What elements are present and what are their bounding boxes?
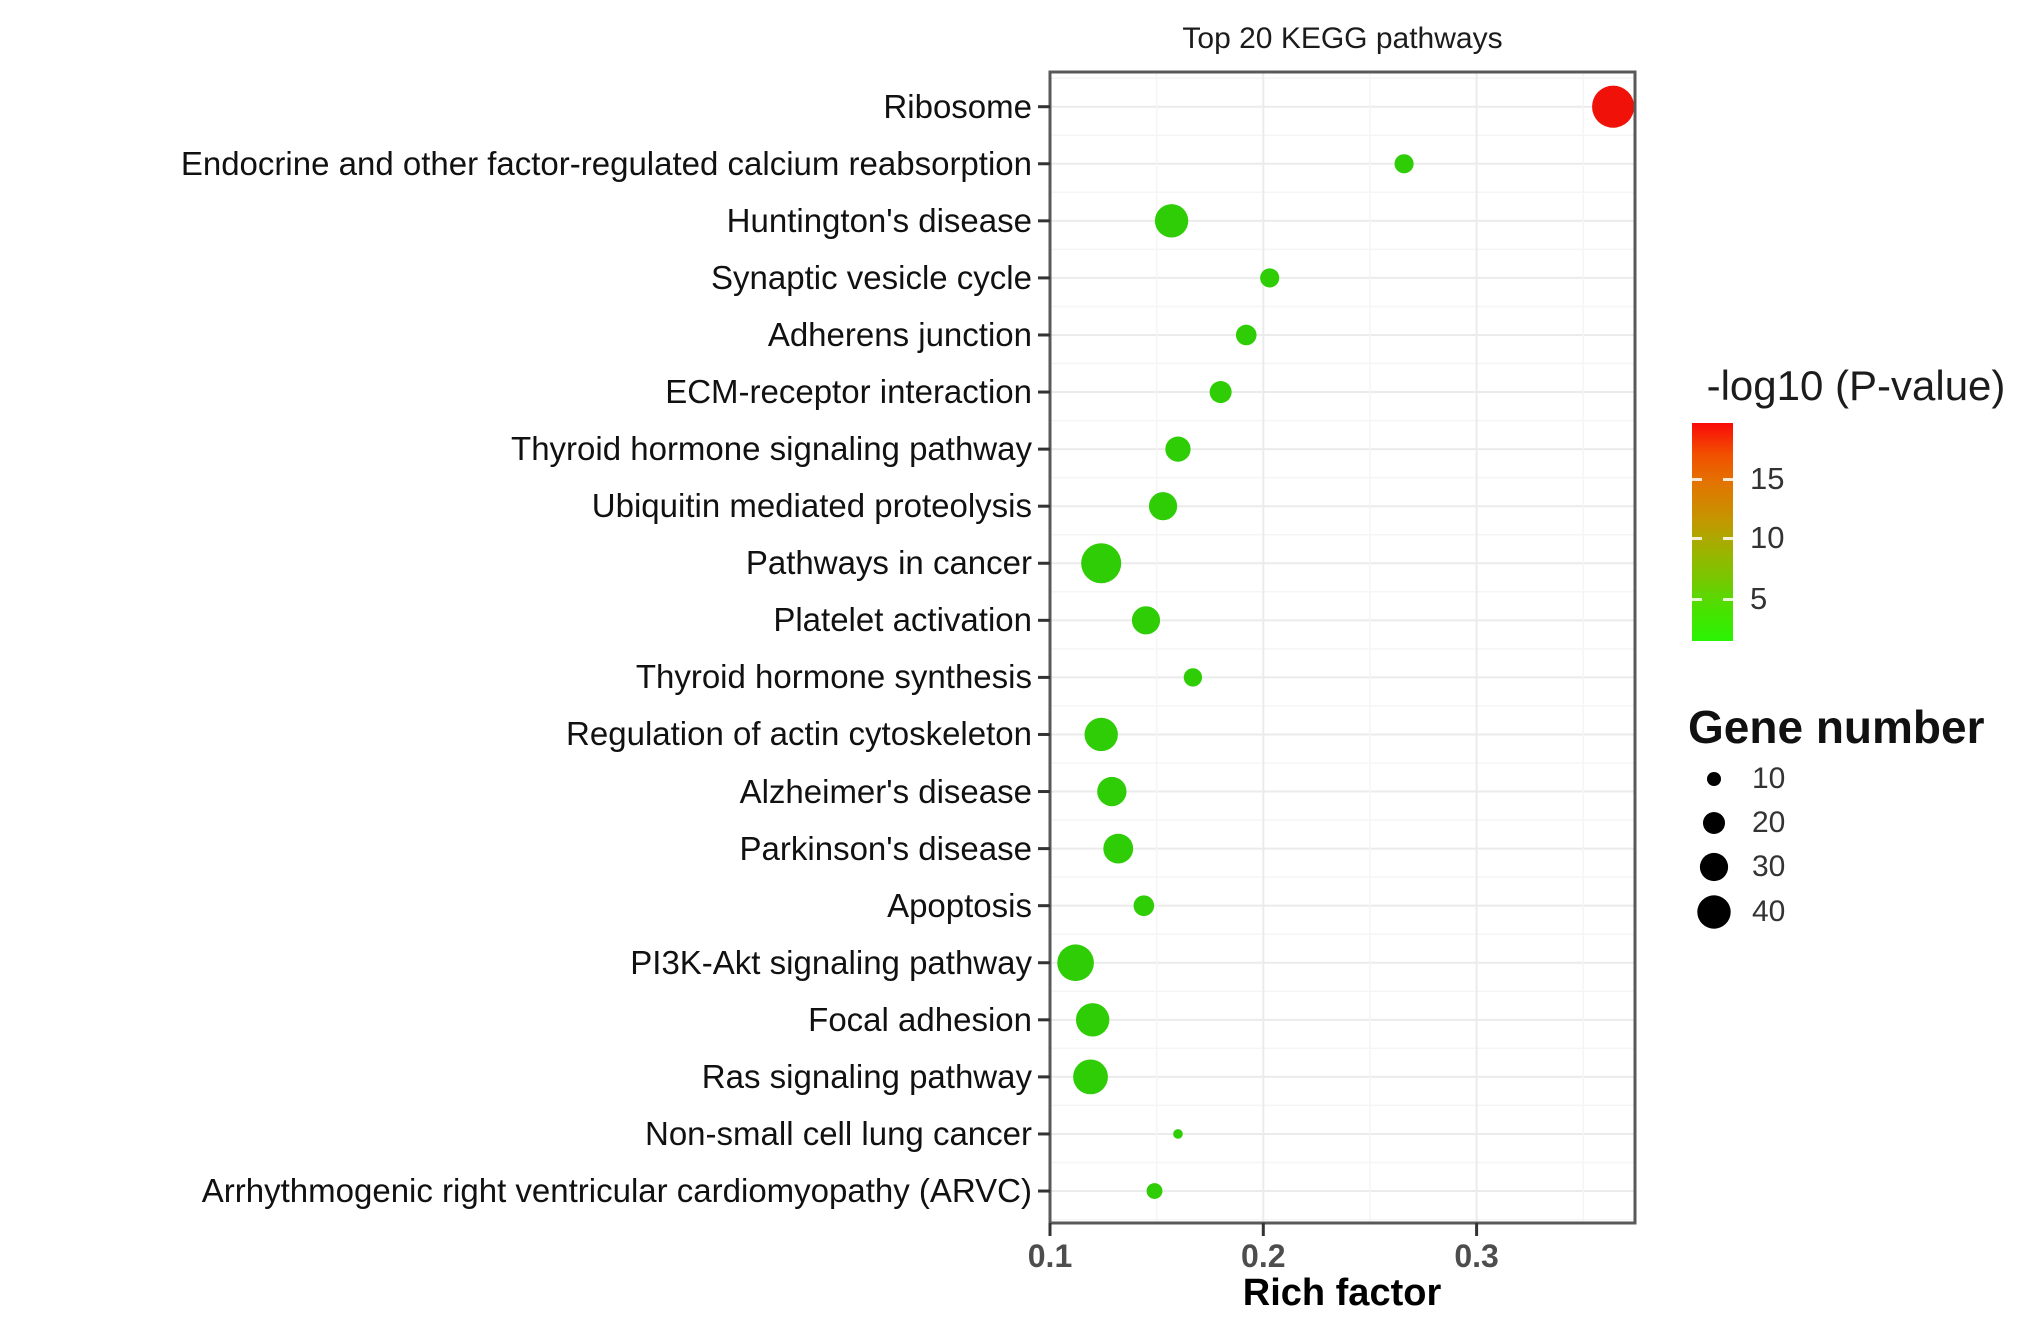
gene-legend-dot: [1699, 852, 1729, 882]
pathway-label: Platelet activation: [773, 601, 1032, 639]
pathway-label: Synaptic vesicle cycle: [711, 258, 1032, 296]
colorbar-tick-mark: [1723, 598, 1733, 601]
pathway-label: Apoptosis: [887, 886, 1032, 924]
data-point: [1235, 324, 1257, 346]
data-point: [1592, 85, 1635, 128]
pathway-label: Huntington's disease: [726, 201, 1032, 239]
pvalue-legend-title: -log10 (P-value): [1706, 362, 2006, 409]
data-point: [1131, 606, 1161, 635]
pathway-label: Regulation of actin cytoskeleton: [566, 715, 1032, 753]
data-point: [1173, 1129, 1183, 1139]
gene-legend-dot: [1707, 772, 1721, 786]
pathway-label: Parkinson's disease: [739, 829, 1032, 867]
pathway-label: Alzheimer's disease: [739, 772, 1032, 810]
data-point: [1084, 717, 1118, 752]
data-point: [1260, 268, 1280, 288]
pathway-label: Ubiquitin mediated proteolysis: [591, 487, 1032, 525]
colorbar-tick-label: 15: [1750, 461, 1785, 496]
colorbar-gradient: [1692, 423, 1733, 641]
gene-legend-label: 10: [1752, 762, 1786, 795]
data-point: [1148, 492, 1178, 521]
data-point: [1073, 1059, 1108, 1095]
pathway-label: Ribosome: [883, 87, 1032, 125]
data-point: [1146, 1183, 1163, 1199]
colorbar-tick-mark: [1723, 478, 1733, 481]
data-point: [1154, 204, 1189, 238]
data-point: [1103, 833, 1134, 864]
gene-legend-label: 40: [1752, 895, 1786, 928]
gene-legend-title: Gene number: [1688, 701, 1985, 753]
gene-legend-label: 20: [1752, 806, 1786, 839]
x-tick-label: 0.3: [1454, 1238, 1499, 1274]
x-tick-label: 0.1: [1027, 1238, 1073, 1274]
data-point: [1081, 543, 1122, 584]
x-tick-label: 0.2: [1241, 1238, 1286, 1274]
colorbar-tick-mark: [1692, 537, 1702, 540]
pathway-label: Arrhythmogenic right ventricular cardiom…: [201, 1172, 1032, 1210]
colorbar-tick-mark: [1723, 537, 1733, 540]
colorbar-tick-mark: [1692, 598, 1702, 601]
x-axis-label: Rich factor: [1242, 1272, 1442, 1314]
colorbar-tick-label: 5: [1750, 581, 1768, 616]
data-point: [1057, 944, 1094, 982]
data-point: [1394, 154, 1414, 174]
pathway-label: Non-small cell lung cancer: [645, 1114, 1032, 1152]
pathway-label: PI3K-Akt signaling pathway: [630, 943, 1032, 981]
colorbar-tick-mark: [1692, 478, 1702, 481]
chart-title: Top 20 KEGG pathways: [1182, 22, 1503, 55]
gene-legend-dot: [1702, 811, 1726, 835]
colorbar-tick-label: 10: [1750, 520, 1785, 555]
pathway-label: Thyroid hormone synthesis: [635, 658, 1032, 696]
pathway-label: ECM-receptor interaction: [665, 373, 1032, 411]
data-point: [1133, 895, 1155, 916]
pathway-label: Thyroid hormone signaling pathway: [511, 430, 1032, 468]
pathway-label: Focal adhesion: [808, 1000, 1032, 1038]
data-point: [1183, 668, 1203, 687]
gene-legend-dot: [1697, 895, 1731, 929]
pathway-label: Endocrine and other factor-regulated cal…: [180, 144, 1032, 182]
pathway-label: Adherens junction: [767, 315, 1032, 353]
data-point: [1165, 436, 1191, 462]
data-point: [1097, 776, 1127, 807]
pathway-label: Pathways in cancer: [745, 544, 1032, 582]
data-point: [1075, 1003, 1110, 1037]
data-point: [1209, 381, 1232, 404]
plot-panel: [1048, 70, 1637, 1225]
pathway-label: Ras signaling pathway: [701, 1057, 1032, 1095]
gene-legend-label: 30: [1752, 850, 1786, 883]
